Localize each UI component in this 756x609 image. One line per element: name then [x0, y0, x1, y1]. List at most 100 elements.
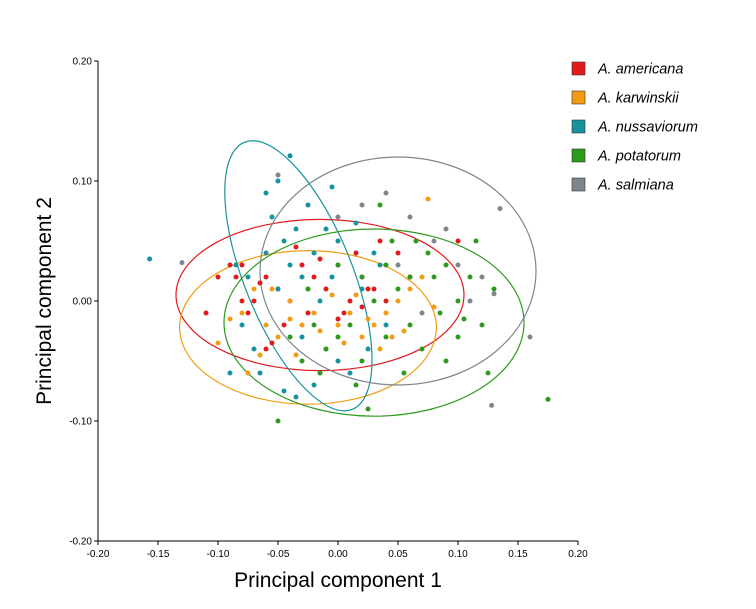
data-point-series-4	[419, 346, 425, 352]
data-point-series-4	[401, 370, 407, 376]
data-point-series-2	[263, 322, 269, 328]
data-point-series-3	[233, 262, 239, 268]
data-point-series-2	[293, 352, 299, 358]
data-point-series-4	[347, 322, 353, 328]
data-point-series-2	[239, 310, 245, 316]
data-point-series-4	[359, 358, 365, 364]
data-point-series-3	[329, 184, 335, 190]
data-point-series-4	[461, 316, 467, 322]
data-point-series-2	[353, 292, 359, 298]
data-point-series-4	[359, 274, 365, 280]
y-tick-label: -0.10	[69, 417, 92, 428]
data-point-series-4	[365, 406, 371, 412]
confidence-ellipse-5	[259, 156, 537, 386]
legend-swatch	[571, 177, 586, 192]
x-tick-label: 0.10	[448, 549, 468, 560]
y-tick-label: 0.00	[73, 297, 93, 308]
data-point-series-2	[299, 322, 305, 328]
data-point-series-4	[305, 286, 311, 292]
data-point-series-3	[335, 238, 341, 244]
data-point-series-4	[485, 370, 491, 376]
data-point-series-3	[263, 250, 269, 256]
data-point-series-5	[179, 260, 185, 266]
data-point-series-1	[305, 310, 311, 316]
y-axis-title: Principal component 2	[33, 197, 56, 405]
data-point-series-5	[335, 214, 341, 220]
data-point-series-1	[365, 286, 371, 292]
data-point-series-4	[443, 262, 449, 268]
data-point-series-2	[341, 340, 347, 346]
x-tick-label: 0.05	[388, 549, 408, 560]
data-point-series-4	[491, 286, 497, 292]
data-point-series-2	[359, 334, 365, 340]
data-point-series-5	[497, 206, 503, 212]
data-point-series-4	[455, 334, 461, 340]
data-point-series-5	[395, 262, 401, 268]
data-point-series-3	[323, 226, 329, 232]
data-point-series-3	[353, 220, 359, 226]
data-point-series-2	[335, 322, 341, 328]
data-point-series-1	[281, 322, 287, 328]
data-point-series-2	[389, 334, 395, 340]
data-point-series-1	[269, 340, 275, 346]
data-point-series-2	[425, 196, 431, 202]
x-ticks: -0.20 -0.15 -0.10 -0.05 0.00 0.05 0.10 0.15 0.20	[87, 541, 588, 560]
data-point-series-3	[317, 298, 323, 304]
data-point-series-3	[287, 153, 293, 159]
data-point-series-4	[383, 334, 389, 340]
legend-label: A. salmiana	[597, 178, 674, 194]
data-point-series-2	[269, 286, 275, 292]
data-point-series-4	[407, 322, 413, 328]
data-point-series-1	[257, 280, 263, 286]
data-point-series-2	[227, 316, 233, 322]
data-point-series-2	[365, 316, 371, 322]
y-tick-label: -0.20	[69, 537, 92, 548]
data-point-series-1	[251, 298, 257, 304]
data-point-series-1	[395, 250, 401, 256]
data-point-series-1	[377, 238, 383, 244]
data-point-series-3	[347, 370, 353, 376]
data-point-series-2	[251, 286, 257, 292]
data-point-series-1	[263, 346, 269, 352]
data-point-series-3	[371, 250, 377, 256]
confidence-ellipse-4	[223, 228, 525, 417]
data-point-series-3	[227, 370, 233, 376]
data-point-series-3	[329, 274, 335, 280]
data-point-series-1	[293, 244, 299, 250]
data-point-series-3	[293, 394, 299, 400]
data-point-series-5	[407, 214, 413, 220]
data-point-series-1	[245, 310, 251, 316]
data-point-series-2	[419, 274, 425, 280]
data-point-series-1	[239, 262, 245, 268]
data-point-series-2	[371, 322, 377, 328]
y-tick-label: 0.20	[73, 57, 93, 68]
data-point-series-3	[275, 286, 281, 292]
data-point-series-4	[311, 322, 317, 328]
data-point-series-2	[311, 310, 317, 316]
legend-label: A. nussaviorum	[597, 120, 698, 136]
data-point-series-2	[317, 328, 323, 334]
data-point-series-3	[383, 322, 389, 328]
data-point-series-5	[431, 238, 437, 244]
data-point-series-2	[245, 370, 251, 376]
data-point-series-1	[203, 310, 209, 316]
data-point-series-2	[257, 352, 263, 358]
data-point-series-4	[317, 370, 323, 376]
y-ticks: -0.20 -0.10 0.00 0.10 0.20	[69, 57, 98, 548]
data-point-series-2	[287, 316, 293, 322]
data-point-series-3	[305, 202, 311, 208]
data-point-series-4	[473, 238, 479, 244]
x-tick-label: -0.15	[147, 549, 170, 560]
legend-label: A. americana	[597, 62, 683, 78]
data-point-series-3	[257, 370, 263, 376]
data-point-series-3	[275, 178, 281, 184]
data-point-series-3	[293, 226, 299, 232]
data-point-series-3	[281, 238, 287, 244]
data-point-series-4	[455, 298, 461, 304]
data-point-series-3	[245, 274, 251, 280]
data-point-series-4	[371, 298, 377, 304]
data-point-series-3	[377, 262, 383, 268]
y-tick-label: 0.10	[73, 177, 93, 188]
data-point-series-3	[335, 358, 341, 364]
